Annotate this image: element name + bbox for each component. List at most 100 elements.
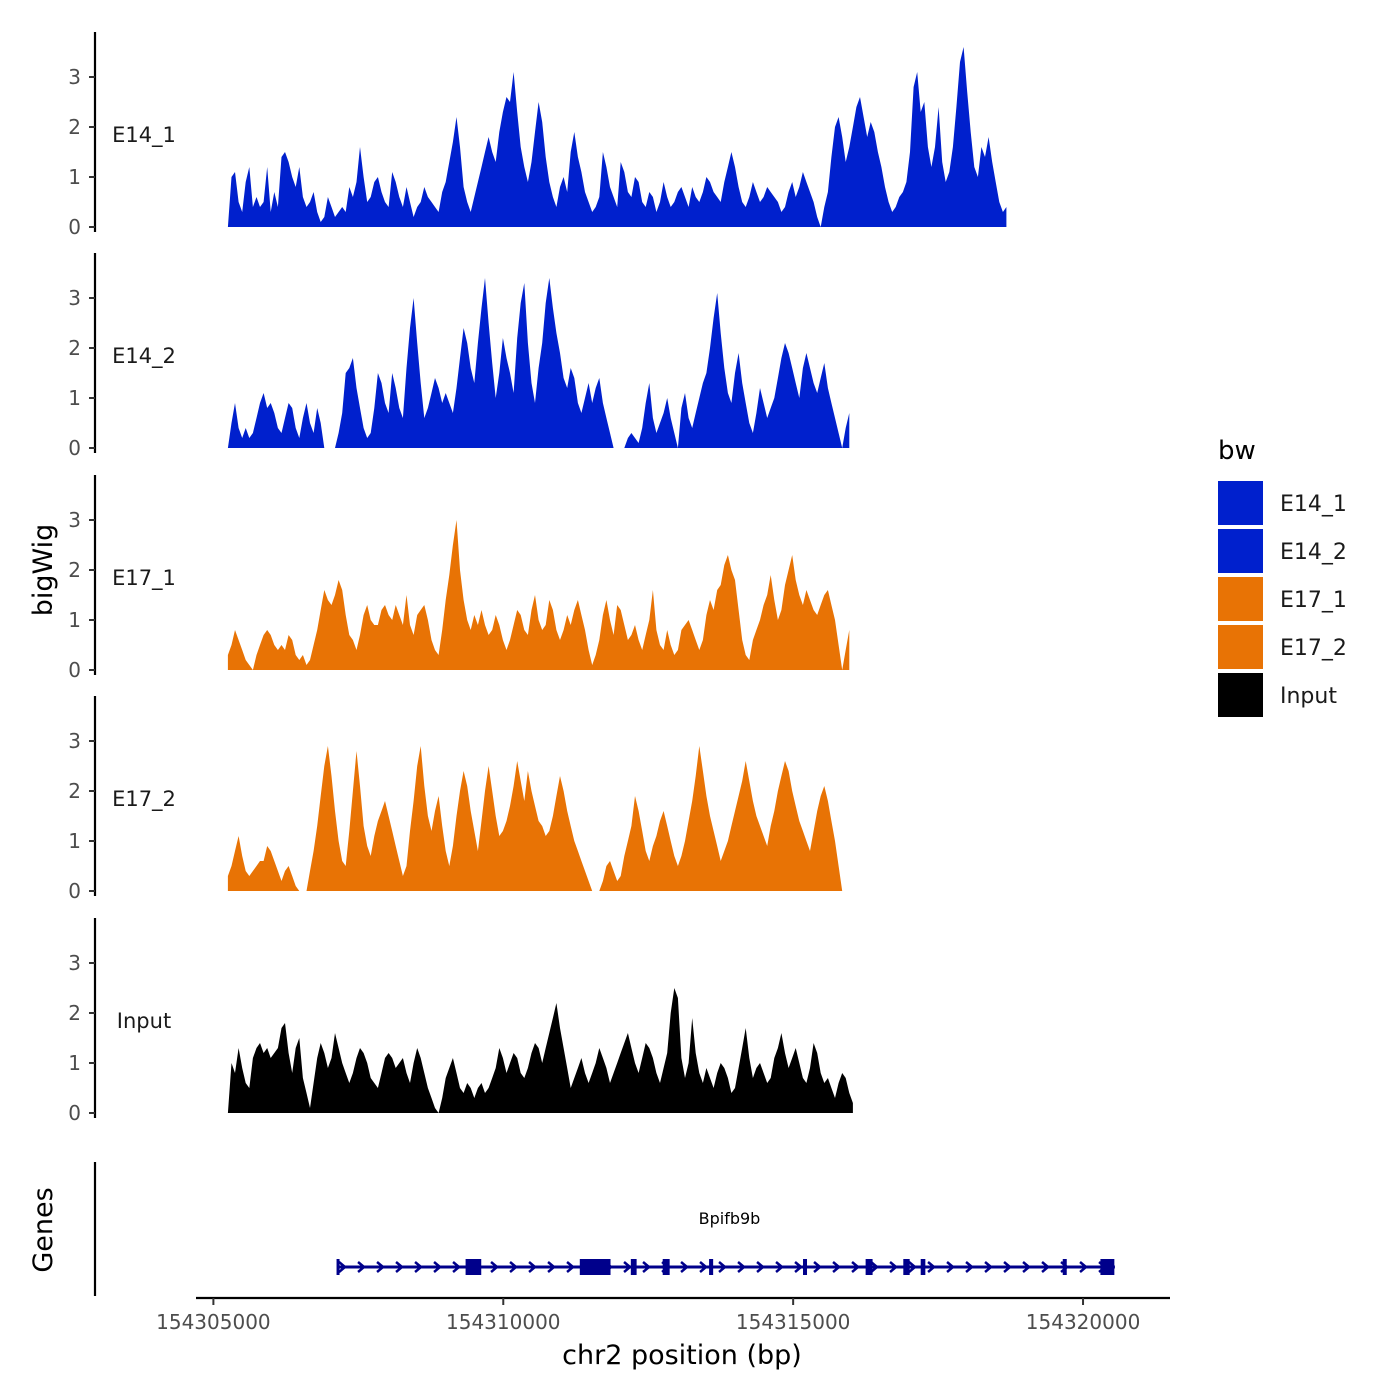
- y-tick-label: 0: [68, 879, 81, 903]
- signal-area: [227, 47, 1007, 227]
- y-tick-label: 1: [68, 1051, 81, 1075]
- strand-arrow-icon: [889, 1261, 898, 1273]
- gene-exon: [920, 1259, 926, 1275]
- strand-arrow-icon: [718, 1261, 727, 1273]
- legend-label: E17_2: [1280, 636, 1347, 661]
- legend-title: bw: [1218, 436, 1256, 466]
- track-label: Input: [117, 1009, 171, 1033]
- strand-arrow-icon: [756, 1261, 765, 1273]
- strand-arrow-icon: [832, 1261, 841, 1273]
- track-label: E17_2: [112, 787, 176, 812]
- track-e17-1: 0 1 2 3 E17_1: [68, 475, 850, 682]
- signal-area: [599, 746, 843, 891]
- gene-exon: [1062, 1259, 1067, 1275]
- genes-track-title: Genes: [28, 1187, 59, 1272]
- strand-arrow-icon: [338, 1261, 347, 1273]
- legend: bw E14_1 E14_2 E17_1 E17_2 Input: [1218, 436, 1347, 717]
- strand-arrow-icon: [490, 1261, 499, 1273]
- x-tick-label: 154320000: [1026, 1310, 1141, 1334]
- strand-arrow-icon: [794, 1261, 803, 1273]
- legend-label: E14_2: [1280, 540, 1347, 565]
- y-tick-label: 2: [68, 779, 81, 803]
- track-e17-2: 0 1 2 3 E17_2: [68, 696, 843, 903]
- strand-arrow-icon: [813, 1261, 822, 1273]
- legend-swatch: [1218, 481, 1263, 525]
- gene-track: Bpifb9b: [93, 1162, 1115, 1296]
- y-tick-label: 2: [68, 558, 81, 582]
- strand-arrow-icon: [870, 1261, 879, 1273]
- strand-arrow-icon: [1041, 1261, 1050, 1273]
- strand-arrow-icon: [528, 1261, 537, 1273]
- gene-exon: [803, 1259, 808, 1275]
- track-e14-1: 0 1 2 3 E14_1: [68, 32, 1007, 239]
- strand-arrow-icon: [984, 1261, 993, 1273]
- y-tick-label: 2: [68, 336, 81, 360]
- strand-arrow-icon: [357, 1261, 366, 1273]
- gene-exon: [465, 1259, 482, 1275]
- strand-arrow-icon: [851, 1261, 860, 1273]
- gene-exon: [1100, 1259, 1115, 1275]
- y-tick-label: 1: [68, 386, 81, 410]
- gene-exon: [630, 1259, 637, 1275]
- gene-exon: [662, 1259, 670, 1275]
- y-tick-label: 3: [68, 65, 81, 89]
- y-tick-label: 0: [68, 436, 81, 460]
- gene-exon: [709, 1259, 714, 1275]
- strand-arrow-icon: [927, 1261, 936, 1273]
- strand-arrow-icon: [547, 1261, 556, 1273]
- strand-arrow-icon: [737, 1261, 746, 1273]
- strand-arrow-icon: [680, 1261, 689, 1273]
- strand-arrow-icon: [965, 1261, 974, 1273]
- strand-arrow-icon: [433, 1261, 442, 1273]
- y-tick-label: 3: [68, 951, 81, 975]
- strand-arrow-icon: [1079, 1261, 1088, 1273]
- y-tick-label: 1: [68, 165, 81, 189]
- y-tick-label: 0: [68, 1101, 81, 1125]
- y-axis-title: bigWig: [28, 524, 59, 617]
- legend-swatch: [1218, 625, 1263, 669]
- y-tick-label: 3: [68, 286, 81, 310]
- gene-name-label: Bpifb9b: [699, 1209, 761, 1228]
- strand-arrow-icon: [699, 1261, 708, 1273]
- track-label: E17_1: [112, 566, 176, 591]
- strand-arrow-icon: [623, 1261, 632, 1273]
- strand-arrow-icon: [395, 1261, 404, 1273]
- legend-swatch: [1218, 673, 1263, 717]
- gene-exon: [903, 1259, 910, 1275]
- y-tick-label: 3: [68, 508, 81, 532]
- legend-label: E17_1: [1280, 588, 1347, 613]
- strand-arrow-icon: [376, 1261, 385, 1273]
- track-label: E14_2: [112, 344, 176, 369]
- y-tick-label: 3: [68, 729, 81, 753]
- gene-exon: [865, 1259, 873, 1275]
- signal-area: [227, 836, 300, 891]
- signal-area: [227, 520, 850, 670]
- legend-swatch: [1218, 577, 1263, 621]
- x-axis: 154305000 154310000 154315000 154320000: [156, 1296, 1170, 1334]
- y-tick-label: 0: [68, 215, 81, 239]
- strand-arrow-icon: [1022, 1261, 1031, 1273]
- y-tick-label: 2: [68, 1001, 81, 1025]
- legend-label: Input: [1280, 684, 1337, 709]
- signal-area: [306, 746, 593, 891]
- strand-arrow-icon: [908, 1261, 917, 1273]
- strand-arrow-icon: [414, 1261, 423, 1273]
- y-tick-label: 2: [68, 115, 81, 139]
- signal-tracks: 0 1 2 3 E14_1 0 1 2 3 E14_2 0 1 2 3 E17_1 0 1 2 3 E17_2 0 1 2 3…: [68, 32, 1007, 1125]
- strand-arrow-icon: [1003, 1261, 1012, 1273]
- strand-arrow-icon: [946, 1261, 955, 1273]
- strand-arrow-icon: [509, 1261, 518, 1273]
- signal-area: [227, 393, 325, 448]
- strand-arrow-icon: [566, 1261, 575, 1273]
- y-tick-label: 1: [68, 608, 81, 632]
- y-tick-label: 1: [68, 829, 81, 853]
- x-tick-label: 154315000: [736, 1310, 851, 1334]
- legend-label: E14_1: [1280, 492, 1347, 517]
- x-tick-label: 154305000: [156, 1310, 271, 1334]
- x-tick-label: 154310000: [446, 1310, 561, 1334]
- track-e14-2: 0 1 2 3 E14_2: [68, 253, 850, 460]
- signal-area: [624, 293, 850, 448]
- track-input: 0 1 2 3 Input: [68, 918, 853, 1125]
